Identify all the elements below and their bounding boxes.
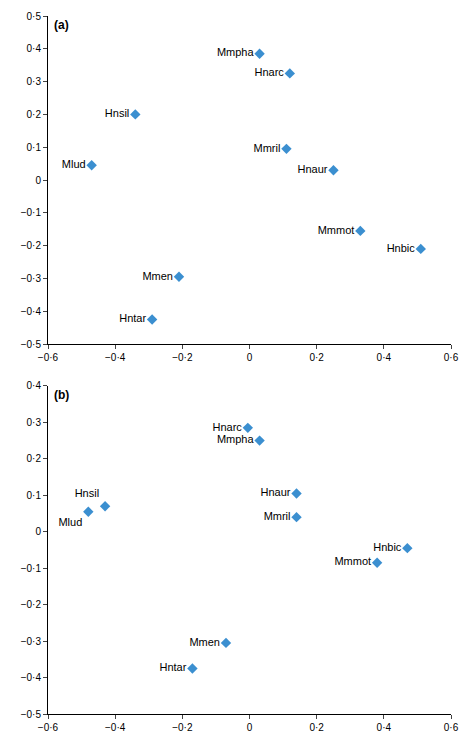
svg-text:−0·4: −0·4 [105,722,126,733]
svg-text:−0·5: −0·5 [21,709,42,720]
svg-text:0: 0 [247,722,253,733]
svg-text:−0·2: −0·2 [21,240,42,251]
svg-text:0·3: 0·3 [27,76,42,87]
svg-text:−0·4: −0·4 [21,306,42,317]
svg-text:Hnarc: Hnarc [212,421,242,433]
svg-text:Hnaur: Hnaur [261,486,291,498]
svg-text:0·3: 0·3 [27,417,42,428]
svg-text:Mmmot: Mmmot [318,224,355,236]
svg-text:−0·1: −0·1 [21,207,42,218]
svg-text:0·1: 0·1 [27,142,42,153]
svg-text:Mlud: Mlud [62,158,86,170]
svg-text:Hntar: Hntar [119,312,146,324]
svg-text:−0·5: −0·5 [21,339,42,350]
svg-text:Mlud: Mlud [58,516,82,528]
svg-text:0·2: 0·2 [27,109,42,120]
svg-text:0·6: 0·6 [444,352,459,363]
svg-text:Mmmot: Mmmot [334,555,371,567]
svg-text:Hnbic: Hnbic [373,541,402,553]
svg-text:−0·2: −0·2 [21,599,42,610]
svg-text:0·2: 0·2 [309,352,324,363]
svg-text:−0·4: −0·4 [21,672,42,683]
svg-text:Hnsil: Hnsil [105,107,129,119]
svg-text:Mmen: Mmen [189,636,220,648]
svg-text:Mmpha: Mmpha [217,46,255,58]
svg-text:0·4: 0·4 [27,43,42,54]
svg-text:−0·4: −0·4 [105,352,126,363]
svg-text:(b): (b) [54,388,69,402]
svg-text:0·6: 0·6 [444,722,459,733]
svg-text:Mmen: Mmen [142,270,173,282]
svg-text:0·4: 0·4 [377,722,392,733]
svg-text:−0·3: −0·3 [21,636,42,647]
svg-text:0·4: 0·4 [27,380,42,391]
svg-text:Hnbic: Hnbic [387,242,416,254]
svg-text:−0·2: −0·2 [172,722,193,733]
svg-text:Mmpha: Mmpha [217,433,255,445]
svg-text:0·1: 0·1 [27,490,42,501]
svg-text:Hntar: Hntar [160,661,187,673]
svg-text:−0·3: −0·3 [21,273,42,284]
svg-text:(a): (a) [54,18,69,32]
svg-text:0: 0 [35,526,41,537]
svg-text:−0·2: −0·2 [172,352,193,363]
svg-text:0·5: 0·5 [27,11,42,22]
svg-text:Mmril: Mmril [254,142,281,154]
svg-text:Mmril: Mmril [264,510,291,522]
svg-text:Hnaur: Hnaur [297,163,327,175]
svg-text:0·2: 0·2 [27,453,42,464]
svg-text:Hnsil: Hnsil [75,487,99,499]
svg-text:0·4: 0·4 [377,352,392,363]
svg-text:0: 0 [35,175,41,186]
svg-text:−0·1: −0·1 [21,563,42,574]
svg-text:−0·6: −0·6 [38,722,59,733]
svg-text:−0·6: −0·6 [38,352,59,363]
svg-text:0: 0 [247,352,253,363]
svg-text:0·2: 0·2 [309,722,324,733]
svg-text:Hnarc: Hnarc [254,66,284,78]
